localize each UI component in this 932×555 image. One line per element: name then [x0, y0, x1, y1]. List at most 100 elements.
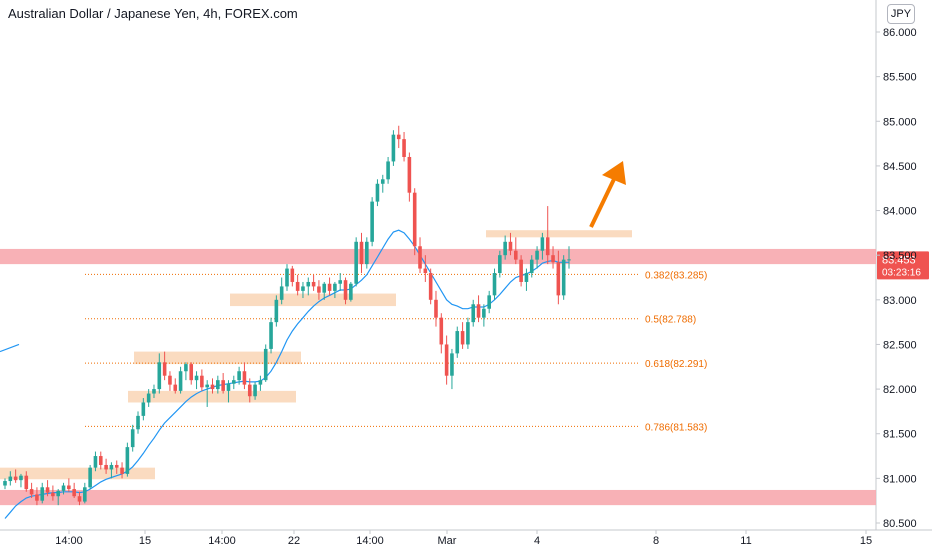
candle — [567, 246, 571, 269]
candle-body — [402, 139, 406, 157]
candle — [104, 458, 108, 474]
candle-body — [370, 201, 374, 242]
candle-body — [141, 402, 146, 416]
candle — [418, 237, 422, 274]
candle-body — [551, 255, 555, 263]
candle-body — [157, 362, 162, 390]
currency-button[interactable]: JPY — [887, 4, 915, 24]
candle-body — [311, 281, 316, 287]
chart-title: Australian Dollar / Japanese Yen, 4h, FO… — [8, 6, 298, 21]
candle — [141, 398, 146, 421]
x-tick-label: Mar — [438, 535, 457, 547]
candle-body — [492, 273, 497, 296]
x-tick-label: 4 — [534, 535, 540, 547]
x-tick-label: 22 — [288, 535, 300, 547]
candle — [200, 369, 204, 391]
candle — [98, 451, 103, 470]
candle — [83, 482, 87, 504]
candle-body — [317, 286, 321, 293]
candle — [114, 460, 119, 474]
fib-level-label: 0.786(81.583) — [645, 422, 707, 433]
candle — [35, 487, 39, 506]
candle-body — [407, 156, 412, 193]
candle-body — [508, 241, 513, 251]
candle — [439, 313, 444, 354]
candle — [269, 317, 273, 354]
candle-body — [51, 492, 55, 497]
candle-body — [306, 281, 311, 287]
candle-body — [237, 371, 241, 381]
candle — [51, 485, 55, 501]
candle-body — [380, 179, 385, 184]
candle — [226, 380, 231, 403]
candle-body — [274, 299, 279, 323]
candle-body — [24, 475, 29, 490]
candle — [407, 152, 412, 202]
candle — [285, 264, 289, 291]
candle — [24, 471, 29, 492]
candle-body — [173, 384, 178, 391]
fib-level-label: 0.618(82.291) — [645, 359, 707, 370]
candle — [391, 130, 396, 166]
candle — [317, 280, 321, 300]
supply-demand-box — [230, 293, 396, 307]
candle-body — [136, 415, 140, 430]
candle — [279, 277, 284, 305]
candle-body — [333, 283, 337, 291]
candle — [460, 322, 465, 349]
candle-body — [200, 375, 204, 388]
candle-body — [535, 250, 539, 260]
candle — [274, 295, 279, 327]
candle-body — [423, 268, 428, 274]
candle — [45, 480, 50, 497]
candle-body — [109, 464, 114, 470]
candle — [349, 281, 353, 302]
candle — [396, 125, 401, 149]
candle-body — [8, 476, 13, 482]
candle — [306, 277, 311, 296]
candle-body — [444, 344, 449, 376]
x-tick-label: 15 — [139, 535, 151, 547]
candle-body — [524, 273, 529, 282]
candle — [168, 371, 172, 391]
candle-body — [210, 384, 215, 390]
candle-body — [561, 259, 566, 296]
candle-body — [194, 375, 199, 381]
candle-body — [418, 246, 422, 269]
supply-demand-box — [128, 390, 296, 403]
candle — [8, 471, 13, 486]
candle-body — [434, 299, 438, 318]
candle — [402, 131, 406, 162]
candle-body — [338, 280, 343, 284]
fib-level-label: 0.382(83.285) — [645, 270, 707, 281]
fib-level-label: 0.5(82.788) — [645, 315, 696, 326]
candle-body — [88, 467, 92, 488]
candle — [561, 255, 566, 300]
candle — [434, 290, 438, 327]
x-tick-label: 11 — [740, 535, 751, 547]
candle-body — [184, 364, 188, 372]
candle-body — [253, 384, 257, 397]
candle-body — [19, 475, 23, 481]
candle-body — [77, 496, 82, 502]
candle — [450, 348, 454, 390]
candle-body — [104, 464, 108, 470]
y-tick-label: 81.500 — [883, 429, 917, 441]
x-tick-label: 14:00 — [208, 535, 236, 547]
candle-body — [556, 262, 561, 296]
candle-body — [540, 237, 545, 251]
candle — [503, 235, 507, 260]
candle-body — [295, 281, 300, 291]
candle — [77, 491, 82, 506]
candle — [231, 375, 236, 390]
candle-body — [290, 268, 295, 282]
candle — [513, 237, 518, 265]
candle — [13, 469, 18, 483]
candle — [184, 362, 188, 381]
candle-body — [247, 384, 252, 397]
candle-body — [487, 295, 491, 309]
candle-body — [263, 348, 268, 381]
candle-body — [221, 380, 225, 391]
candle-body — [476, 304, 481, 318]
